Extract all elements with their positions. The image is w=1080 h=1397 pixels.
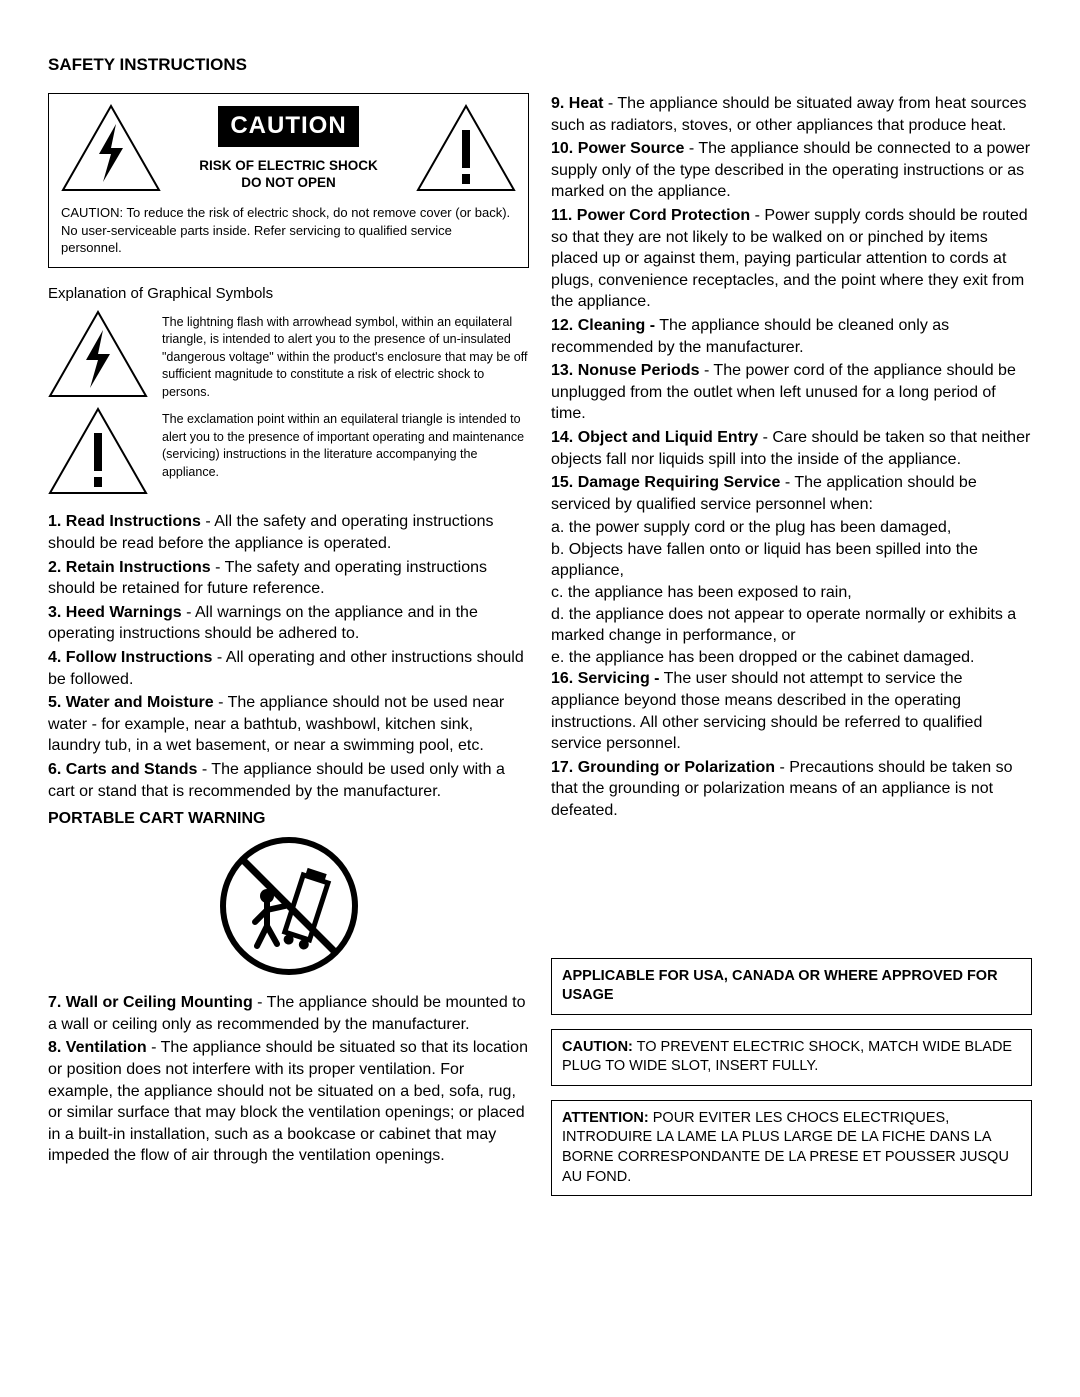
lightning-triangle-icon [61, 104, 161, 194]
tipping-cart-icon [219, 836, 359, 976]
instruction-bold: 6. Carts and Stands [48, 761, 197, 778]
damage-subitem: b. Objects have fallen onto or liquid ha… [551, 539, 1032, 582]
damage-subitem: c. the appliance has been exposed to rai… [551, 582, 1032, 604]
exclaim-triangle-icon [48, 407, 148, 497]
caution-note: CAUTION: To reduce the risk of electric … [61, 204, 516, 257]
instruction-item: 14. Object and Liquid Entry - Care shoul… [551, 427, 1032, 470]
risk-line-1: RISK OF ELECTRIC SHOCK [199, 158, 378, 173]
cart-warning-heading: PORTABLE CART WARNING [48, 808, 529, 830]
instruction-item: 4. Follow Instructions - All operating a… [48, 647, 529, 690]
attention-fr-bold: ATTENTION: [562, 1110, 649, 1126]
caution-band: CAUTION [218, 106, 358, 146]
exclaim-explain-row: The exclamation point within an equilate… [48, 407, 529, 497]
instruction-bold: 4. Follow Instructions [48, 649, 212, 666]
explain-heading: Explanation of Graphical Symbols [48, 284, 529, 304]
lightning-explain-row: The lightning flash with arrowhead symbo… [48, 310, 529, 402]
instruction-bold: 15. Damage Requiring Service [551, 474, 780, 491]
instruction-item: 10. Power Source - The appliance should … [551, 138, 1032, 203]
damage-subitem: e. the appliance has been dropped or the… [551, 647, 1032, 669]
instruction-bold: 12. Cleaning - [551, 317, 655, 334]
damage-sublist: a. the power supply cord or the plug has… [551, 517, 1032, 668]
instruction-bold: 9. Heat [551, 95, 603, 112]
instruction-bold: 5. Water and Moisture [48, 694, 214, 711]
instruction-bold: 16. Servicing - [551, 670, 660, 687]
damage-subitem: a. the power supply cord or the plug has… [551, 517, 1032, 539]
instruction-bold: 2. Retain Instructions [48, 559, 211, 576]
applicable-box: APPLICABLE FOR USA, CANADA OR WHERE APPR… [551, 958, 1032, 1015]
left-instructions-1: 1. Read Instructions - All the safety an… [48, 511, 529, 802]
instruction-bold: 11. Power Cord Protection [551, 207, 750, 224]
instruction-item: 7. Wall or Ceiling Mounting - The applia… [48, 992, 529, 1035]
left-instructions-2: 7. Wall or Ceiling Mounting - The applia… [48, 992, 529, 1167]
instruction-bold: 13. Nonuse Periods [551, 362, 700, 379]
instruction-bold: 10. Power Source [551, 140, 684, 157]
instruction-item: 8. Ventilation - The appliance should be… [48, 1037, 529, 1167]
right-instructions-2: 16. Servicing - The user should not atte… [551, 668, 1032, 821]
instruction-item: 16. Servicing - The user should not atte… [551, 668, 1032, 754]
exclaim-triangle-icon [416, 104, 516, 194]
instruction-text: - The appliance should be situated so th… [48, 1039, 528, 1164]
instruction-bold: 17. Grounding or Polarization [551, 759, 775, 776]
caution-box: CAUTION RISK OF ELECTRIC SHOCK DO NOT OP… [48, 93, 529, 268]
risk-line-2: DO NOT OPEN [241, 175, 336, 190]
damage-subitem: d. the appliance does not appear to oper… [551, 604, 1032, 647]
instruction-item: 3. Heed Warnings - All warnings on the a… [48, 602, 529, 645]
instruction-bold: 8. Ventilation [48, 1039, 147, 1056]
attention-fr-box: ATTENTION: POUR EVITER LES CHOCS ELECTRI… [551, 1100, 1032, 1196]
instruction-bold: 14. Object and Liquid Entry [551, 429, 758, 446]
instruction-bold: 3. Heed Warnings [48, 604, 182, 621]
instruction-item: 11. Power Cord Protection - Power supply… [551, 205, 1032, 313]
instruction-item: 2. Retain Instructions - The safety and … [48, 557, 529, 600]
lightning-triangle-icon [48, 310, 148, 400]
right-instructions-1: 9. Heat - The appliance should be situat… [551, 93, 1032, 515]
instruction-bold: 7. Wall or Ceiling Mounting [48, 994, 253, 1011]
instruction-item: 12. Cleaning - The appliance should be c… [551, 315, 1032, 358]
instruction-bold: 1. Read Instructions [48, 513, 201, 530]
columns: CAUTION RISK OF ELECTRIC SHOCK DO NOT OP… [48, 93, 1032, 1196]
caution-usa-box: CAUTION: TO PREVENT ELECTRIC SHOCK, MATC… [551, 1029, 1032, 1086]
instruction-text: - The appliance should be situated away … [551, 95, 1027, 134]
instruction-item: 1. Read Instructions - All the safety an… [48, 511, 529, 554]
page-title: SAFETY INSTRUCTIONS [48, 55, 1032, 75]
instruction-item: 6. Carts and Stands - The appliance shou… [48, 759, 529, 802]
instruction-item: 13. Nonuse Periods - The power cord of t… [551, 360, 1032, 425]
instruction-item: 9. Heat - The appliance should be situat… [551, 93, 1032, 136]
instruction-item: 17. Grounding or Polarization - Precauti… [551, 757, 1032, 822]
right-column: 9. Heat - The appliance should be situat… [551, 93, 1032, 1196]
exclaim-desc: The exclamation point within an equilate… [162, 407, 529, 497]
instruction-item: 5. Water and Moisture - The appliance sh… [48, 692, 529, 757]
lightning-desc: The lightning flash with arrowhead symbo… [162, 310, 529, 402]
left-column: CAUTION RISK OF ELECTRIC SHOCK DO NOT OP… [48, 93, 529, 1196]
instruction-item: 15. Damage Requiring Service - The appli… [551, 472, 1032, 515]
caution-usa-bold: CAUTION: [562, 1039, 633, 1055]
